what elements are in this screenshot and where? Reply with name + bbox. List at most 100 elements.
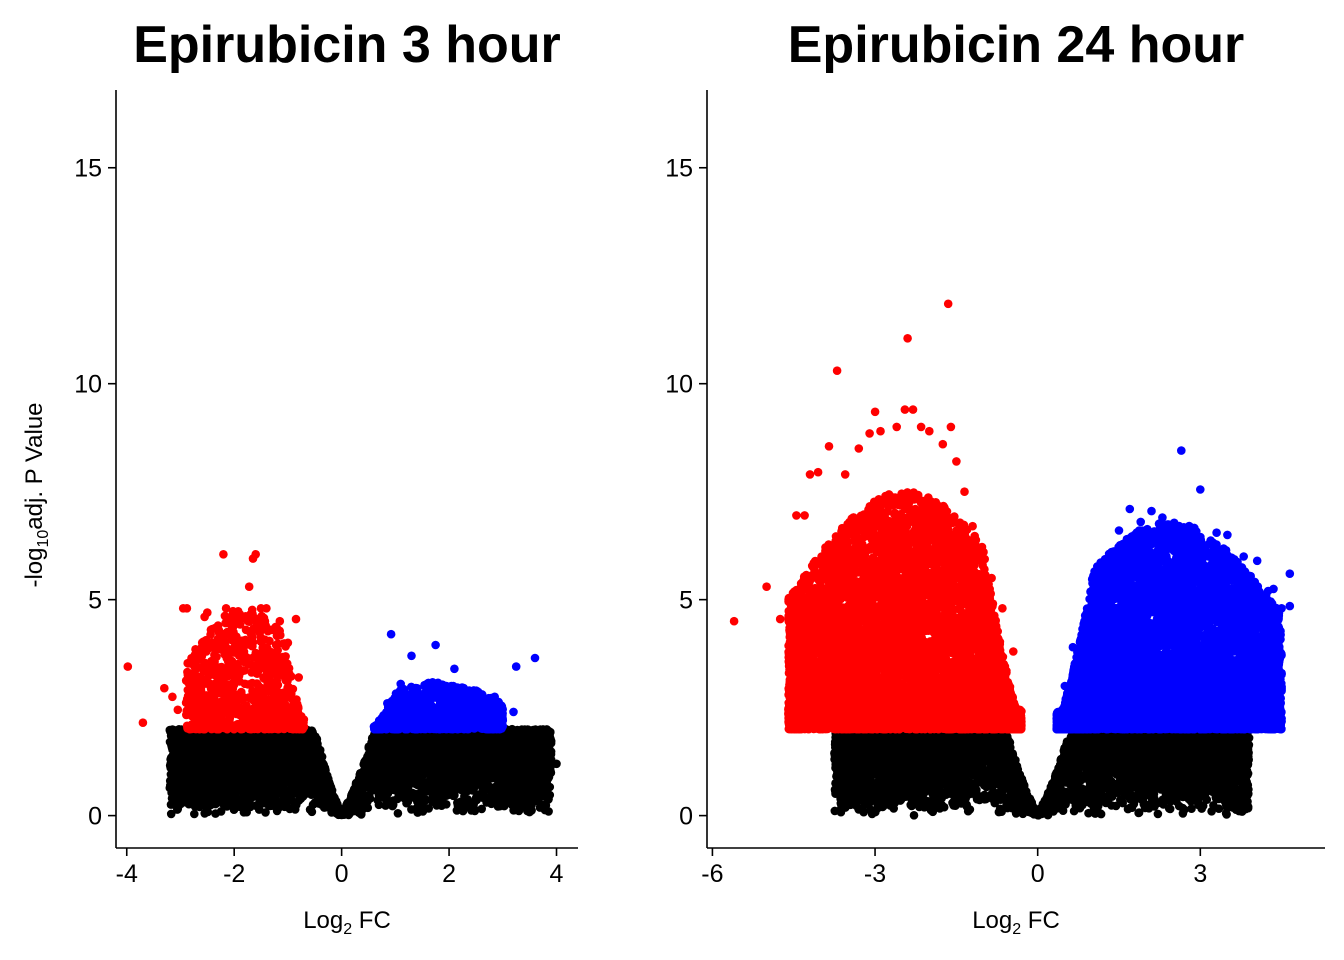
- scatter-point: [199, 749, 208, 758]
- scatter-point: [372, 760, 382, 769]
- scatter-point: [437, 801, 446, 810]
- scatter-point: [355, 773, 364, 783]
- y-axis-label-part: adj. P Value: [21, 402, 48, 529]
- scatter-point: [493, 789, 502, 799]
- y-axis-label: -log10adj. P Value: [21, 402, 52, 587]
- y-axis-label-part: -log: [21, 547, 48, 587]
- scatter-point: [475, 790, 484, 799]
- x-tick-label: -4: [116, 860, 138, 888]
- x-tick-label: 2: [442, 860, 456, 888]
- scatter-point: [390, 740, 400, 750]
- scatter-point: [371, 769, 380, 779]
- series-not-significant: [165, 724, 561, 820]
- scatter-point: [256, 799, 265, 808]
- scatter-point: [357, 810, 366, 819]
- scatter-point: [418, 746, 428, 756]
- scatter-point: [458, 806, 468, 816]
- scatter-point: [309, 757, 319, 766]
- scatter-point: [292, 800, 301, 810]
- scatter-point: [403, 783, 413, 792]
- scatter-point: [483, 759, 492, 768]
- scatter-point: [383, 783, 392, 792]
- scatter-point: [495, 801, 505, 811]
- scatter-point: [363, 803, 373, 813]
- scatter-point: [423, 757, 433, 767]
- scatter-point: [452, 781, 461, 790]
- scatter-point: [265, 801, 275, 811]
- scatter-point: [305, 739, 314, 749]
- scatter-point: [358, 790, 368, 800]
- scatter-point: [544, 807, 553, 816]
- scatter-point: [224, 748, 233, 757]
- scatter-point: [405, 757, 414, 767]
- scatter-point: [260, 773, 269, 783]
- scatter-point: [307, 807, 317, 817]
- scatter-point: [534, 765, 544, 775]
- scatter-point: [166, 770, 176, 779]
- scatter-point: [219, 800, 229, 810]
- scatter-point: [319, 792, 329, 802]
- scatter-point: [431, 756, 441, 765]
- scatter-point: [350, 788, 359, 797]
- x-axis-label-part: Log: [303, 907, 343, 934]
- scatter-point: [473, 765, 482, 774]
- x-axis-label-part: FC: [352, 907, 391, 934]
- scatter-point: [524, 781, 533, 791]
- scatter-point: [532, 741, 541, 750]
- scatter-point: [201, 758, 211, 768]
- scatter-point: [280, 749, 290, 758]
- x-tick-label: -2: [223, 860, 245, 888]
- scatter-point: [190, 809, 199, 819]
- scatter-point: [413, 808, 423, 817]
- scatter-point: [441, 733, 451, 742]
- scatter-point: [436, 748, 446, 758]
- scatter-point: [288, 759, 297, 768]
- scatter-point: [270, 775, 279, 785]
- scatter-point: [539, 775, 549, 784]
- x-tick-label: 4: [550, 860, 564, 888]
- scatter-point: [421, 795, 430, 804]
- scatter-point: [427, 788, 437, 797]
- scatter-point: [424, 804, 434, 813]
- scatter-point: [515, 786, 525, 796]
- scatter-point: [232, 739, 242, 748]
- scatter-point: [272, 806, 282, 816]
- scatter-point: [310, 798, 320, 807]
- scatter-point: [229, 758, 238, 768]
- points-layer: [123, 550, 561, 820]
- scatter-point: [543, 784, 552, 793]
- scatter-point: [403, 736, 413, 745]
- scatter-point: [233, 749, 242, 759]
- scatter-point: [272, 784, 282, 794]
- scatter-point: [246, 742, 255, 751]
- x-axis-label: Log2 FC: [303, 907, 391, 938]
- scatter-point: [181, 765, 191, 774]
- scatter-point: [186, 775, 196, 784]
- scatter-point: [416, 768, 426, 777]
- scatter-point: [275, 739, 285, 748]
- scatter-point: [404, 745, 414, 755]
- y-tick-label: 0: [88, 803, 102, 831]
- scatter-point: [449, 791, 458, 800]
- scatter-point: [446, 746, 455, 756]
- scatter-point: [477, 804, 487, 814]
- scatter-point: [331, 800, 340, 810]
- scatter-point: [217, 768, 227, 778]
- scatter-point: [211, 735, 221, 744]
- scatter-point: [438, 792, 448, 801]
- scatter-point: [467, 742, 476, 751]
- scatter-point: [228, 793, 238, 802]
- scatter-point: [544, 794, 553, 804]
- scatter-point: [337, 810, 346, 819]
- scatter-point: [440, 781, 449, 790]
- scatter-point: [373, 795, 383, 805]
- scatter-point: [519, 729, 529, 739]
- scatter-point: [393, 777, 402, 787]
- scatter-point: [393, 809, 403, 818]
- scatter-point: [171, 781, 180, 791]
- x-tick-label: 0: [335, 860, 349, 888]
- scatter-point: [429, 743, 438, 752]
- scatter-point: [373, 733, 383, 743]
- scatter-point: [368, 783, 378, 792]
